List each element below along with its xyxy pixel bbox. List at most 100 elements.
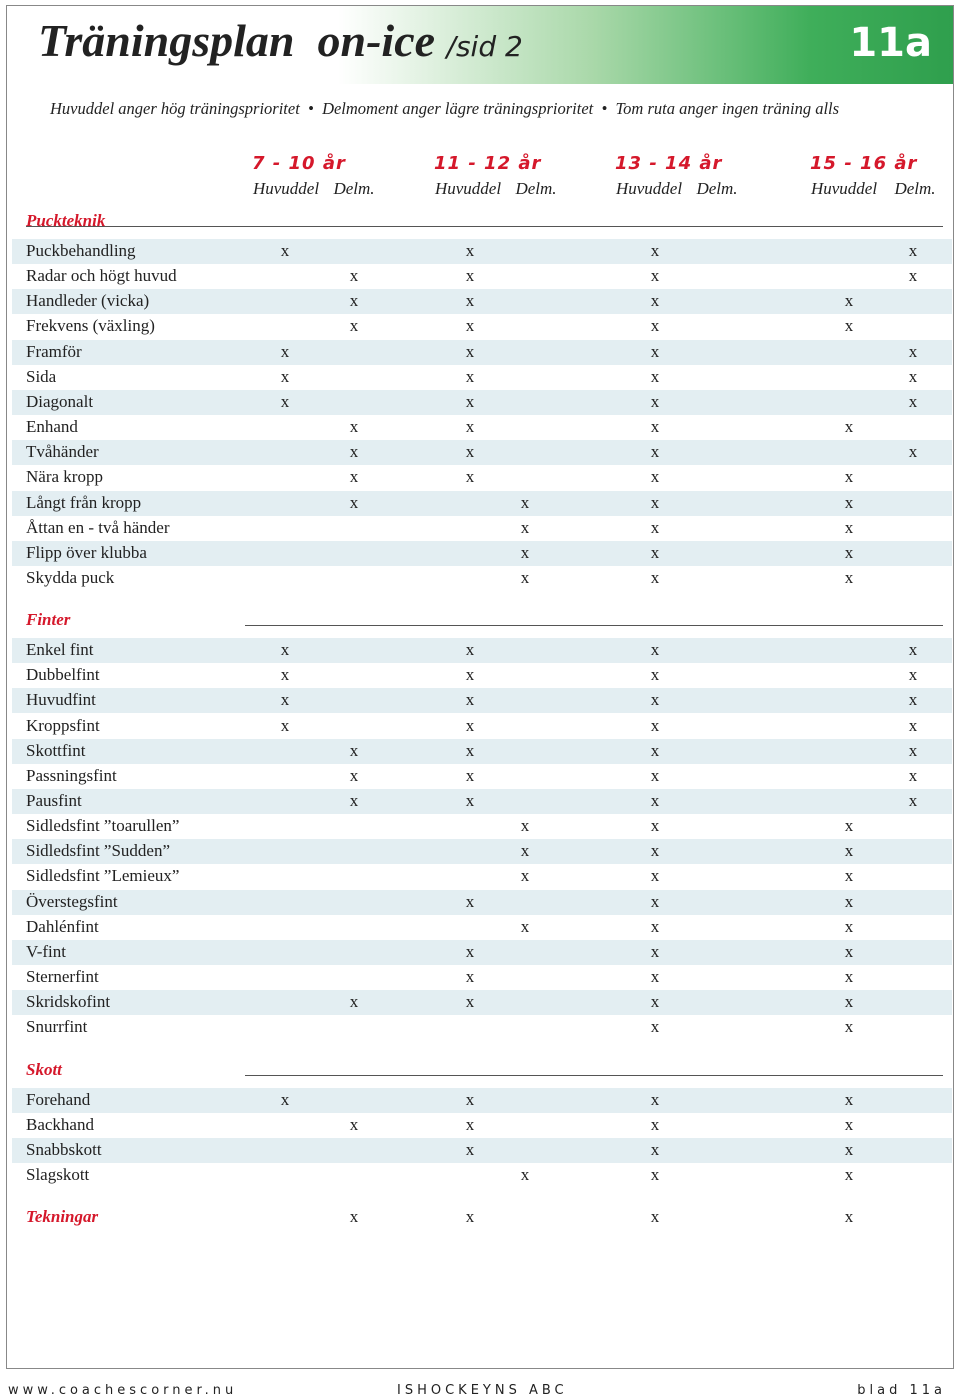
mark: x (650, 1017, 660, 1037)
sheet: 11a (849, 20, 932, 66)
mark: x (650, 640, 660, 660)
mark: x (650, 967, 660, 987)
legend: Huvuddel anger hög träningsprioritet • D… (50, 99, 840, 118)
mark: x (465, 316, 475, 336)
mark: x (650, 891, 660, 911)
column-header: Huvuddel (434, 179, 502, 198)
footer-left: www.coachescorner.nu (8, 1383, 238, 1398)
mark: x (650, 417, 660, 437)
mark: x (465, 1139, 475, 1159)
row-shade (12, 440, 952, 466)
mark: x (349, 791, 359, 810)
mark: x (908, 391, 918, 411)
mark: x (650, 791, 660, 810)
title-2: on-ice (317, 15, 436, 66)
column-header: Delm. (696, 179, 738, 198)
footer-center: ISHOCKEYNS ABC (397, 1383, 568, 1398)
row-label: Framför (26, 341, 82, 361)
row-label: Tvåhänder (26, 442, 99, 462)
row-shade (12, 1137, 952, 1163)
row-label: Frekvens (växling) (26, 316, 155, 336)
mark: x (844, 967, 854, 987)
row-label: Slagskott (26, 1164, 90, 1184)
mark: x (465, 690, 475, 710)
mark: x (844, 291, 854, 311)
row-label: Diagonalt (26, 391, 94, 411)
mark: x (349, 442, 359, 462)
mark: x (844, 1139, 854, 1159)
mark: x (280, 690, 290, 710)
mark: x (650, 1139, 660, 1159)
section-title: Skott (26, 1059, 62, 1079)
mark: x (650, 1164, 660, 1184)
mark: x (520, 517, 530, 537)
mark: x (650, 866, 660, 886)
mark: x (349, 417, 359, 437)
mark: x (650, 366, 660, 386)
mark: x (844, 1207, 854, 1227)
mark: x (280, 391, 290, 411)
age-group: 11 - 12 år (434, 153, 542, 174)
mark: x (465, 765, 475, 785)
column-header: Delm. (333, 179, 375, 198)
mark: x (349, 467, 359, 487)
mark: x (844, 992, 854, 1012)
row-shade (12, 738, 952, 764)
mark: x (650, 1114, 660, 1134)
mark: x (650, 442, 660, 462)
mark: x (844, 841, 854, 861)
row-shade (12, 389, 952, 415)
mark: x (650, 715, 660, 735)
mark: x (349, 1207, 359, 1227)
mark: x (349, 1114, 359, 1134)
mark: x (844, 1114, 854, 1134)
age-group: 15 - 16 år (810, 153, 918, 174)
legend-item: Huvuddel anger hög träningsprioritet (50, 99, 300, 118)
mark: x (280, 1089, 290, 1109)
mark: x (280, 341, 290, 361)
footer-right: blad 11a (857, 1383, 946, 1398)
mark: x (908, 241, 918, 260)
header-band (7, 6, 953, 84)
row-shade (12, 839, 952, 865)
mark: x (465, 366, 475, 386)
page-number: /sid 2 (446, 30, 523, 63)
row-label: Sternerfint (26, 967, 99, 987)
row-shade (12, 990, 952, 1016)
mark: x (280, 665, 290, 685)
section-rule (245, 625, 943, 627)
mark: x (844, 816, 854, 836)
mark: x (465, 266, 475, 286)
mark: x (844, 1089, 854, 1109)
row-label: Åttan en - två händer (26, 517, 170, 537)
mark: x (465, 740, 475, 760)
mark: x (650, 740, 660, 760)
mark: x (650, 291, 660, 311)
row-label: Sidledsfint ”Sudden” (26, 841, 171, 861)
mark: x (520, 542, 530, 562)
row-label: Sida (26, 366, 57, 386)
mark: x (650, 665, 660, 685)
row-label: Nära kropp (26, 467, 103, 487)
age-group: 7 - 10 år (252, 153, 346, 174)
mark: x (650, 492, 660, 512)
mark: x (520, 866, 530, 886)
mark: x (349, 266, 359, 286)
section-rule (26, 226, 943, 227)
column-header: Delm. (515, 179, 557, 198)
mark: x (844, 492, 854, 512)
mark: x (650, 467, 660, 487)
row-label: Överstegsfint (26, 891, 118, 911)
legend-item: Tom ruta anger ingen träning alls (615, 99, 840, 118)
mark: x (650, 391, 660, 411)
mark: x (844, 916, 854, 936)
row-shade (12, 688, 952, 714)
mark: x (650, 567, 660, 587)
mark: x (908, 266, 918, 286)
mark: x (465, 442, 475, 462)
mark: x (650, 690, 660, 710)
row-label: Kroppsfint (26, 715, 100, 735)
row-shade (12, 289, 952, 315)
mark: x (908, 690, 918, 710)
mark: x (650, 841, 660, 861)
